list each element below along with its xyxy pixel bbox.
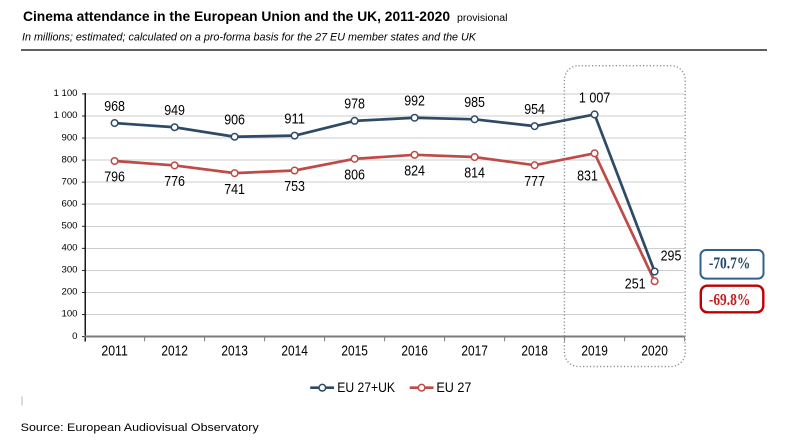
svg-text:978: 978 (344, 97, 365, 113)
svg-text:EU 27: EU 27 (436, 379, 471, 395)
svg-text:2013: 2013 (221, 344, 248, 360)
svg-text:911: 911 (284, 111, 305, 127)
svg-text:806: 806 (344, 168, 365, 184)
svg-text:500: 500 (61, 221, 77, 232)
svg-text:949: 949 (164, 103, 185, 119)
svg-text:provisional: provisional (457, 13, 508, 24)
svg-text:2018: 2018 (521, 344, 548, 360)
svg-text:906: 906 (224, 113, 245, 129)
svg-text:2014: 2014 (281, 344, 308, 360)
svg-text:741: 741 (224, 182, 245, 198)
svg-text:900: 900 (61, 132, 77, 143)
svg-text:985: 985 (464, 95, 485, 111)
svg-text:In millions; estimated; calcul: In millions; estimated; calculated on a … (22, 32, 477, 44)
svg-text:968: 968 (104, 99, 125, 115)
svg-text:Source: European Audiovisual O: Source: European Audiovisual Observatory (21, 422, 259, 434)
svg-text:EU 27+UK: EU 27+UK (337, 379, 395, 395)
svg-text:2017: 2017 (461, 344, 488, 360)
svg-text:2019: 2019 (581, 344, 608, 360)
svg-text:-69.8%: -69.8% (709, 290, 751, 309)
svg-text:954: 954 (524, 102, 545, 118)
svg-text:2012: 2012 (161, 344, 188, 360)
svg-text:200: 200 (61, 287, 77, 298)
svg-text:700: 700 (61, 176, 77, 187)
svg-text:800: 800 (61, 154, 77, 165)
svg-text:251: 251 (625, 277, 646, 293)
svg-text:0: 0 (72, 331, 77, 342)
svg-text:295: 295 (661, 249, 682, 265)
svg-text:796: 796 (104, 170, 125, 186)
svg-text:100: 100 (61, 309, 77, 320)
svg-text:776: 776 (164, 174, 185, 190)
svg-text:2020: 2020 (641, 344, 668, 360)
svg-text:2016: 2016 (401, 344, 428, 360)
svg-text:1 000: 1 000 (53, 110, 77, 121)
svg-text:300: 300 (61, 265, 77, 276)
svg-text:831: 831 (577, 169, 598, 185)
svg-text:824: 824 (404, 164, 425, 180)
svg-text:814: 814 (464, 166, 485, 182)
svg-text:1 007: 1 007 (579, 90, 610, 106)
svg-text:992: 992 (404, 94, 425, 110)
svg-text:753: 753 (284, 179, 305, 195)
svg-text:400: 400 (61, 243, 77, 254)
svg-text:600: 600 (61, 198, 77, 209)
svg-text:2015: 2015 (341, 344, 368, 360)
svg-text:2011: 2011 (101, 344, 128, 360)
svg-text:777: 777 (524, 174, 545, 190)
svg-text:Cinema attendance in the Europ: Cinema attendance in the European Union … (23, 9, 450, 25)
svg-text:-70.7%: -70.7% (709, 254, 751, 273)
svg-text:1 100: 1 100 (53, 88, 77, 99)
